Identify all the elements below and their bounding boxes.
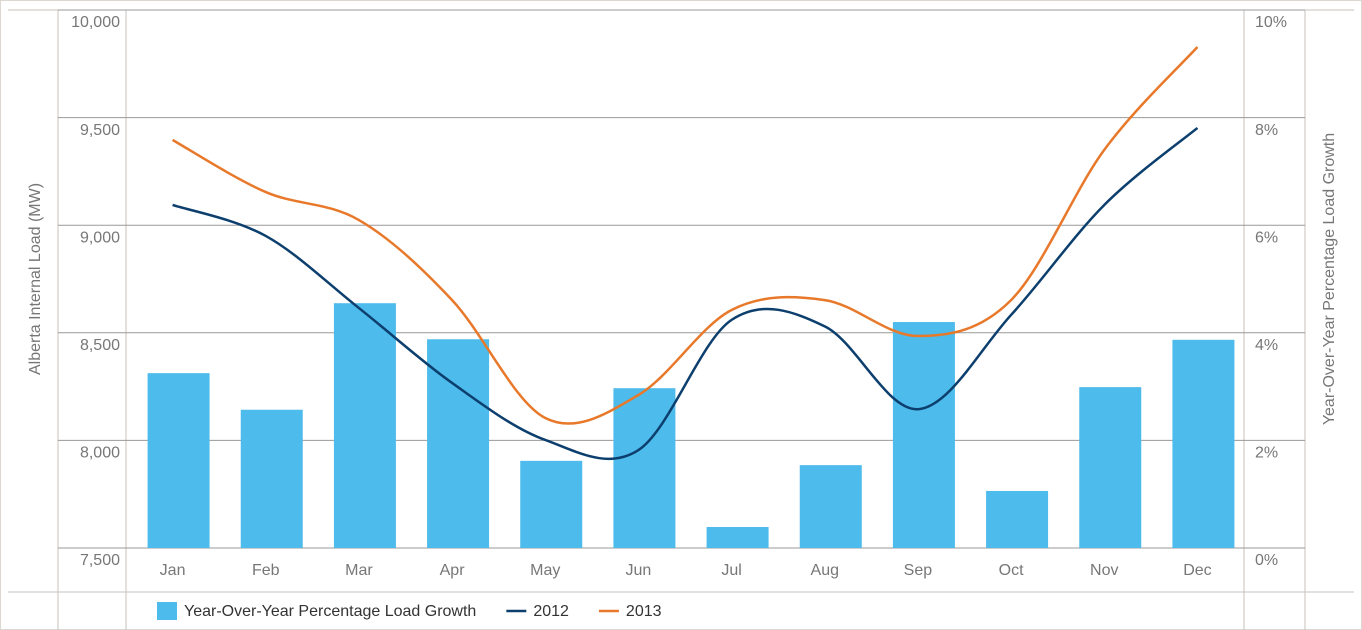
y-tick-label: 10,000 [71,14,120,31]
y2-tick-label: 8% [1255,122,1278,139]
y-tick-label: 8,000 [80,445,120,462]
legend-swatch [157,602,177,620]
legend-label: 2012 [533,603,569,620]
x-tick-label: Feb [252,562,280,579]
y2-tick-label: 10% [1255,14,1287,31]
y-axis-title: Alberta Internal Load (MW) [27,183,44,375]
bar [706,527,769,548]
x-tick-label: May [530,562,560,579]
bar [1079,387,1142,548]
line [171,46,1199,425]
bar [613,388,676,548]
y2-tick-label: 6% [1255,229,1278,246]
x-tick-label: Nov [1090,562,1118,579]
x-tick-label: Jan [160,562,186,579]
y2-tick-label: 0% [1255,552,1278,569]
y2-axis-title: Year-Over-Year Percentage Load Growth [1321,133,1338,425]
line [172,126,1199,460]
y2-tick-label: 4% [1255,337,1278,354]
y-tick-label: 7,500 [80,552,120,569]
bar [147,373,210,548]
frame [8,9,1354,630]
bar [1172,339,1235,548]
y-tick-label: 9,500 [80,122,120,139]
x-tick-label: Sep [904,562,933,579]
x-tick-label: Mar [345,562,373,579]
bar [799,465,862,548]
y-tick-label: 9,000 [80,229,120,246]
x-tick-label: Aug [811,562,839,579]
legend-label: Year-Over-Year Percentage Load Growth [184,603,476,620]
x-tick-label: Apr [440,562,466,579]
bar [427,339,490,548]
bar [986,490,1049,548]
x-tick-label: Jun [626,562,652,579]
bar [333,303,396,548]
bar [240,409,303,548]
x-tick-label: Oct [999,562,1024,579]
x-tick-label: Dec [1183,562,1211,579]
y-tick-label: 8,500 [80,337,120,354]
legend-label: 2013 [626,603,662,620]
y2-tick-label: 2% [1255,445,1278,462]
bar [892,322,955,548]
x-tick-label: Jul [721,562,741,579]
bar [520,460,583,548]
